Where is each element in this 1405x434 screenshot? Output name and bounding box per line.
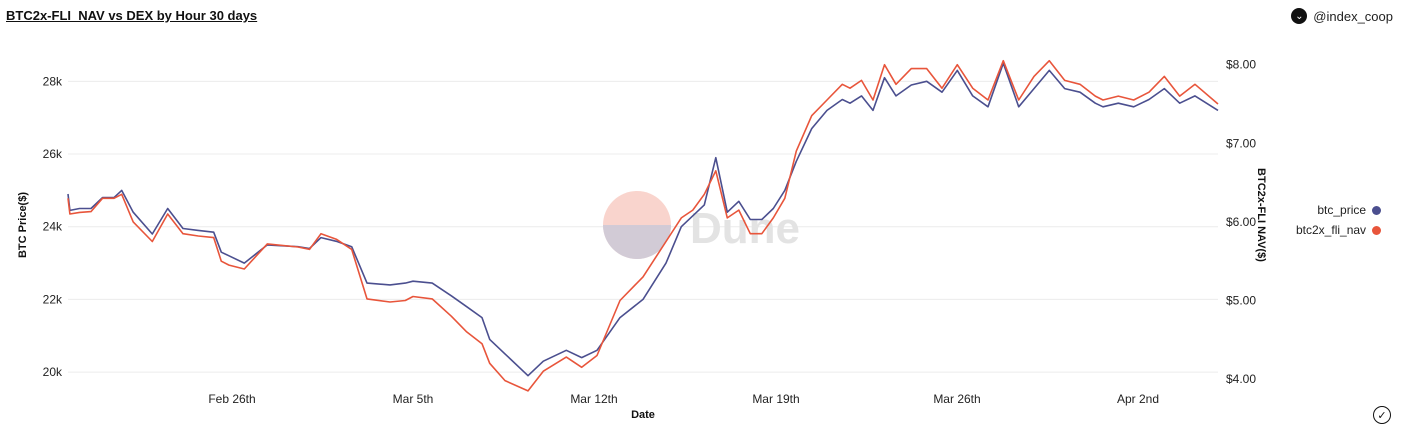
y-right-tick-label: $8.00 [1226,58,1256,72]
y-right-tick-label: $4.00 [1226,372,1256,386]
series-line-btc-price [67,62,1219,377]
y-right-tick-label: $7.00 [1226,136,1256,150]
x-tick-label: Mar 5th [393,392,434,406]
y-right-tick-label: $5.00 [1226,293,1256,307]
x-axis: Feb 26th Mar 5th Mar 12th Mar 19th Mar 26th A… [208,392,1159,406]
right-y-axis-title: BTC2x-FLI NAV($) [1255,168,1267,262]
y-left-tick-label: 24k [43,220,63,234]
legend: btc_price btc2x_fli_nav [1296,200,1382,240]
watermark: Dune [603,191,800,259]
grid [68,80,1218,373]
brand-label: @index_coop [1313,8,1393,24]
legend-swatch [1372,225,1382,235]
y-left-tick-label: 22k [43,292,63,306]
chart-title: BTC2x-FLI_NAV vs DEX by Hour 30 days [6,8,258,23]
check-circle-icon[interactable]: ✓ [1373,406,1391,424]
brand[interactable]: ⌄ @index_coop [1291,8,1393,24]
right-y-axis: $4.00 $5.00 $6.00 $7.00 $8.00 [1226,58,1256,386]
legend-item-btc-price[interactable]: btc_price [1296,200,1382,220]
series-line-btc2x-fli-nav [67,59,1219,392]
legend-item-btc2x-fli-nav[interactable]: btc2x_fli_nav [1296,220,1382,240]
x-tick-label: Feb 26th [208,392,255,406]
chevron-down-circle-icon: ⌄ [1291,8,1308,24]
series-group [67,59,1219,392]
legend-label: btc2x_fli_nav [1296,223,1367,237]
x-tick-label: Mar 12th [570,392,617,406]
y-left-tick-label: 20k [43,365,63,379]
left-y-axis-title: BTC Price($) [17,192,29,258]
y-left-tick-label: 26k [43,147,63,161]
x-tick-label: Mar 19th [752,392,799,406]
x-axis-title: Date [631,409,655,421]
y-right-tick-label: $6.00 [1226,215,1256,229]
x-tick-label: Apr 2nd [1117,392,1159,406]
y-left-tick-label: 28k [43,74,63,88]
legend-label: btc_price [1317,203,1367,217]
left-y-axis: 20k 22k 24k 26k 28k [43,74,63,379]
legend-swatch [1372,205,1382,215]
x-tick-label: Mar 26th [933,392,980,406]
